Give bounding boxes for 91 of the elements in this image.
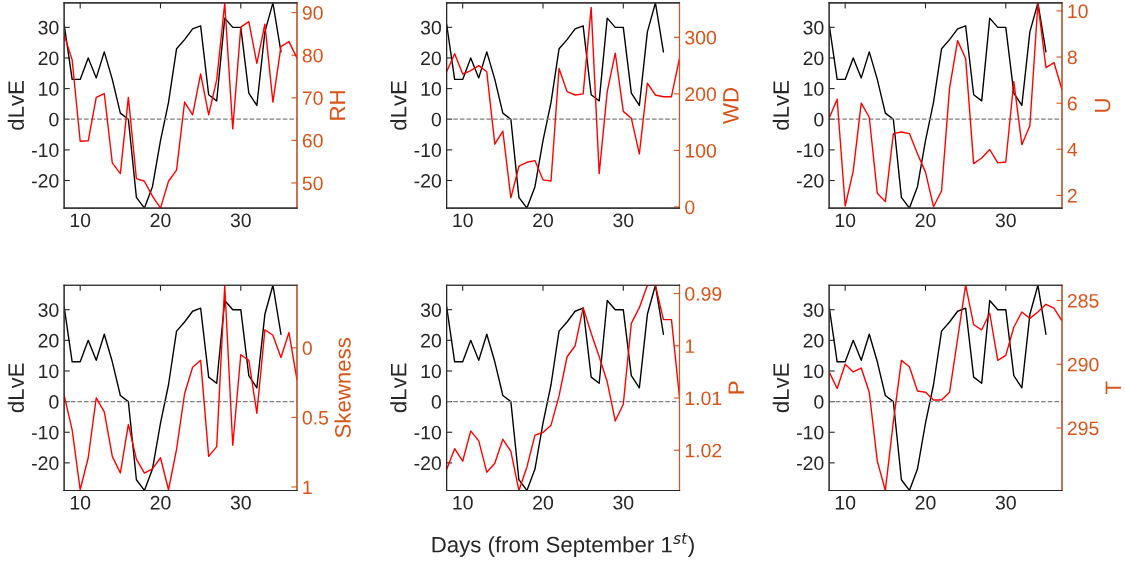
y2-tick-label: 0 [685, 200, 695, 215]
y-tick-label: 30 [803, 303, 824, 317]
x-tick-label: 10 [835, 213, 856, 228]
y2-tick-label: 295 [1067, 421, 1099, 436]
y-tick-label: -20 [414, 456, 442, 471]
y-tick-label: -10 [797, 425, 824, 440]
y2-tick-label: 0 [302, 341, 312, 356]
y-axis-title: dLvE [772, 81, 789, 130]
y2-tick-label: 1 [303, 480, 312, 495]
x-tick-label: 20 [150, 213, 171, 228]
x-tick-label: 10 [70, 213, 91, 228]
y2-tick-label: 1.02 [685, 443, 722, 458]
y2-axis-title: U [1094, 99, 1111, 112]
y2-tick-label: 0.5 [302, 410, 329, 425]
x-tick-label: 20 [915, 213, 936, 228]
y-tick-label: 10 [421, 364, 442, 379]
y-tick-label: 30 [38, 303, 59, 317]
x-tick-label: 30 [613, 495, 634, 510]
y-axis-title: dLvE [7, 363, 24, 413]
y2-tick-label: 8 [1067, 50, 1077, 65]
y2-tick-label: 2 [1067, 188, 1077, 203]
x-tick-label: 20 [150, 495, 171, 510]
x-tick-label: 30 [230, 213, 251, 228]
y-tick-label: -20 [797, 173, 824, 188]
y2-tick-label: 4 [1067, 142, 1078, 157]
y2-tick-label: 60 [302, 133, 323, 148]
y-tick-label: 30 [38, 20, 59, 35]
y-tick-label: 10 [39, 364, 59, 379]
x-tick-label: 20 [915, 495, 936, 510]
y-tick-label: 0 [814, 112, 824, 127]
y-tick-label: 20 [421, 51, 442, 66]
x-tick-label: 30 [995, 213, 1016, 228]
y2-tick-label: 10 [1068, 4, 1088, 19]
y2-tick-label: 0.99 [685, 287, 722, 301]
y2-tick-label: 70 [302, 91, 323, 106]
y2-tick-label: 200 [685, 87, 717, 102]
y-tick-label: 0 [49, 395, 59, 409]
y-tick-label: -10 [414, 143, 442, 158]
y2-tick-label: 6 [1067, 96, 1077, 111]
y-axis-title: dLvE [390, 81, 407, 130]
y-tick-label: 10 [804, 364, 824, 379]
y-tick-label: 30 [803, 20, 824, 35]
y2-axis-title: T [1105, 381, 1121, 395]
x-axis-title: Days (from September 1$^{st}$) [432, 532, 694, 557]
y-tick-label: -10 [414, 425, 442, 440]
y-tick-label: -10 [32, 143, 59, 158]
x-tick-label: 30 [995, 495, 1016, 510]
y-tick-label: 10 [421, 82, 442, 96]
y-tick-label: 0 [431, 395, 441, 409]
y-tick-label: 20 [421, 333, 442, 348]
y-tick-label: -20 [32, 173, 59, 188]
y-tick-label: -20 [797, 456, 824, 471]
y2-tick-label: 290 [1067, 357, 1099, 372]
y2-tick-label: 285 [1067, 293, 1099, 308]
y-tick-label: 20 [803, 51, 824, 66]
x-tick-label: 20 [533, 213, 554, 228]
y2-axis-title: WD [723, 88, 739, 124]
y-tick-label: 20 [38, 333, 59, 348]
y-axis-title: dLvE [7, 81, 24, 130]
x-tick-label: 30 [230, 495, 251, 510]
y2-axis-title: RH [329, 91, 346, 120]
y2-tick-label: 80 [302, 48, 323, 63]
y-tick-label: 0 [49, 112, 59, 127]
y-axis-title: dLvE [772, 363, 789, 413]
y-tick-label: 20 [38, 51, 59, 66]
x-tick-label: 10 [835, 495, 856, 510]
y2-axis-title: P [728, 381, 744, 394]
y-tick-label: 0 [431, 112, 441, 127]
y2-tick-label: 1 [685, 339, 695, 353]
y-tick-label: 20 [803, 333, 824, 348]
y-tick-label: -20 [32, 456, 59, 471]
x-tick-label: 10 [453, 213, 473, 228]
y-tick-label: -10 [797, 143, 824, 158]
x-tick-label: 10 [453, 495, 473, 510]
y2-tick-label: 100 [685, 143, 717, 158]
y-tick-label: 10 [804, 82, 824, 96]
y-tick-label: 0 [814, 395, 824, 409]
y-tick-label: 30 [420, 303, 442, 317]
y2-axis-title: Skewness [334, 337, 351, 438]
x-tick-label: 10 [70, 495, 91, 510]
x-tick-label: 20 [533, 495, 554, 510]
y-tick-label: -10 [32, 425, 59, 440]
y-tick-label: -20 [414, 173, 442, 188]
y2-tick-label: 50 [302, 176, 323, 191]
y-tick-label: 10 [39, 82, 59, 96]
y2-tick-label: 300 [685, 30, 717, 45]
y-axis-title: dLvE [390, 363, 407, 413]
x-tick-label: 30 [613, 213, 634, 228]
y2-tick-label: 90 [302, 6, 323, 20]
y2-tick-label: 1.01 [685, 391, 722, 406]
y-tick-label: 30 [420, 20, 442, 35]
